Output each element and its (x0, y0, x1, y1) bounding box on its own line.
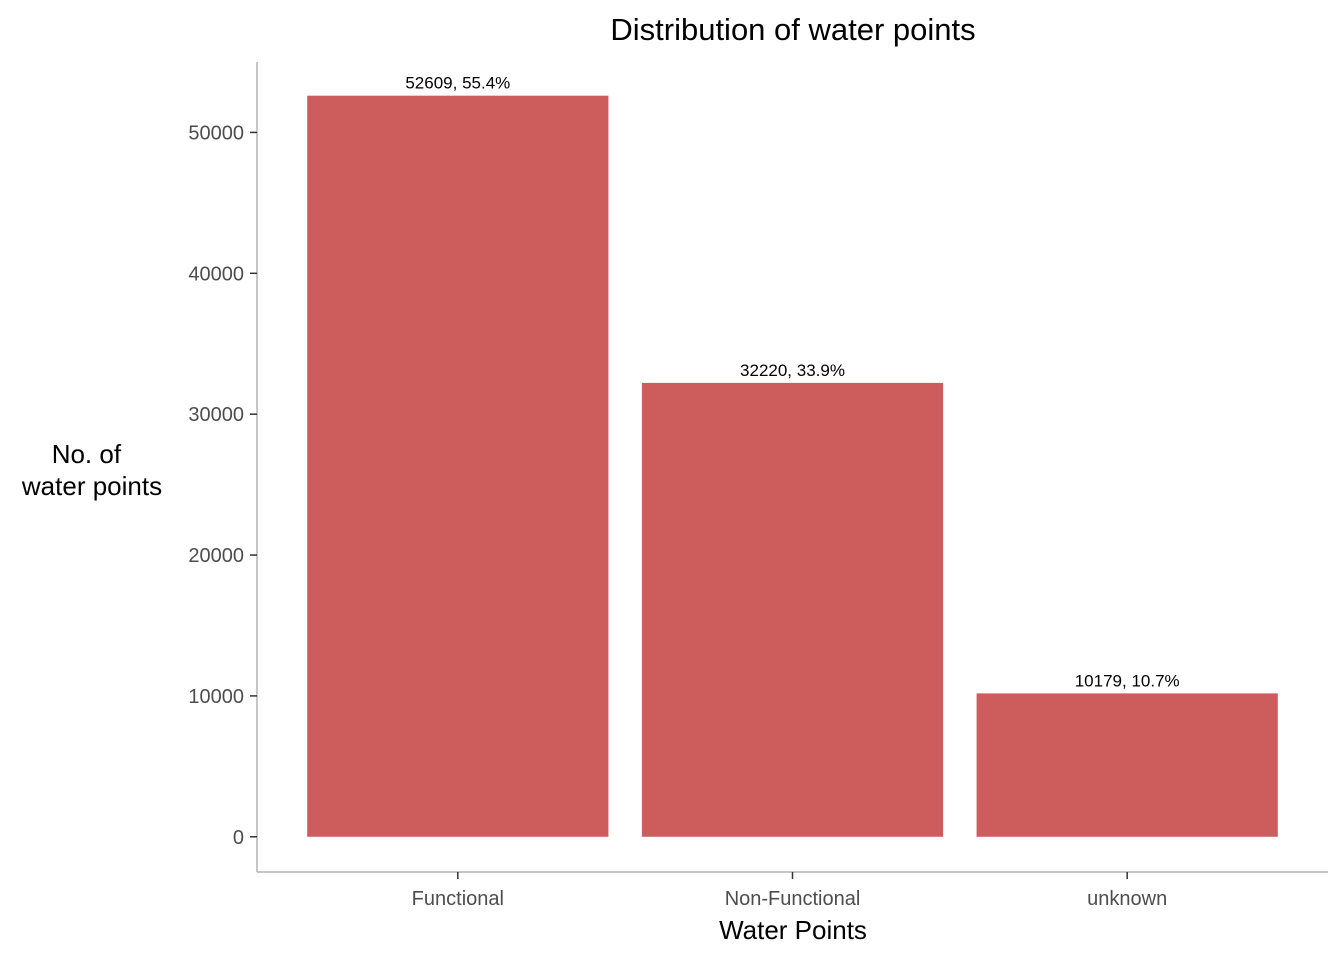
y-axis-title: No. of water points (21, 439, 162, 501)
y-ticks-layer: 0 10000 20000 30000 40000 50000 (188, 122, 257, 849)
data-label: 32220, 33.9% (740, 361, 845, 380)
bars-layer: 52609, 55.4% 32220, 33.9% 10179, 10.7% (307, 74, 1278, 837)
x-tick-label: Functional (412, 888, 504, 910)
y-axis-title-line-1: No. of (52, 439, 122, 469)
chart-title: Distribution of water points (610, 12, 975, 47)
data-label: 52609, 55.4% (405, 74, 510, 93)
y-tick-label: 50000 (188, 122, 244, 144)
bar-unknown (976, 693, 1278, 837)
x-ticks-layer: Functional Non-Functional unknown (412, 872, 1167, 910)
y-tick-label: 0 (233, 827, 244, 849)
y-axis-title-line-2: water points (21, 471, 162, 501)
y-tick-label: 40000 (188, 263, 244, 285)
y-tick-label: 20000 (188, 545, 244, 567)
x-tick-label: unknown (1087, 888, 1167, 910)
x-tick-label: Non-Functional (725, 888, 861, 910)
x-axis-title: Water Points (719, 915, 867, 945)
bar-non-functional (641, 382, 944, 837)
data-label: 10179, 10.7% (1075, 671, 1180, 690)
y-tick-label: 30000 (188, 404, 244, 426)
bar-functional (307, 95, 609, 837)
y-tick-label: 10000 (188, 686, 244, 708)
